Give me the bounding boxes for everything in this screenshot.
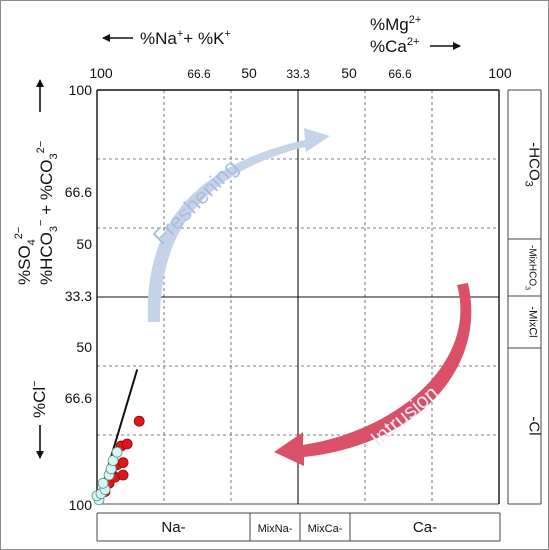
right-zone-label: -Cl (526, 416, 543, 435)
top-tick-labels: 100 66.6 50 33.3 50 66.6 100 (89, 65, 512, 81)
top-tick-label: 50 (241, 65, 257, 81)
red-data-point (117, 469, 129, 481)
top-tick-label: 100 (89, 65, 113, 81)
bottom-zone-label: Ca- (413, 519, 437, 536)
left-axis-label-hco3: %HCO3− + %CO32− (35, 141, 60, 285)
right-zone-label-group: -Cl (526, 416, 543, 435)
left-tick-label: 100 (69, 497, 93, 513)
freshening-label: Freshening (148, 154, 244, 250)
cyan-data-point (97, 477, 109, 489)
axis-frame (96, 89, 500, 505)
left-tick-label: 33.3 (65, 288, 92, 304)
bottom-zone-label: MixCa- (308, 523, 343, 535)
right-zone-label-group: -MixHCO3 (524, 245, 538, 290)
right-zone-panel: -HCO3 -MixHCO3 -MixCl -Cl (507, 89, 543, 505)
top-left-axis-label: %Na++ %K+ (140, 28, 231, 48)
data-points (91, 415, 145, 506)
top-tick-label: 33.3 (286, 67, 310, 81)
top-right-axis-label-mg: %Mg2+ (370, 14, 421, 34)
top-tick-label: 66.6 (388, 67, 412, 81)
top-tick-label: 66.6 (187, 67, 211, 81)
bottom-zone-label: Na- (161, 519, 185, 536)
right-zone-label: -HCO3 (523, 142, 543, 186)
red-data-point (133, 415, 145, 427)
left-tick-label: 100 (69, 82, 93, 98)
left-tick-label: 50 (76, 236, 92, 252)
top-tick-label: 50 (341, 65, 357, 81)
intrusion-arrow (274, 283, 472, 466)
right-zone-label-group: -HCO3 (523, 142, 543, 186)
left-axis-label-cl: %Cl− (29, 380, 49, 418)
left-tick-labels: 100 66.6 50 33.3 50 66.6 100 (65, 82, 92, 513)
intrusion-label: Intrusion (366, 381, 442, 450)
top-tick-label: 100 (488, 65, 512, 81)
red-data-point (121, 438, 133, 450)
cyan-data-point (111, 446, 123, 458)
bottom-zone-label: MixNa- (258, 523, 293, 535)
left-tick-label: 66.6 (65, 184, 92, 200)
freshening-arrow (147, 128, 330, 322)
left-tick-label: 66.6 (65, 390, 92, 406)
left-axis-label-so4: %SO42− (13, 227, 38, 285)
left-tick-label: 50 (76, 339, 92, 355)
right-zone-label: -MixHCO3 (524, 245, 538, 290)
right-zone-label: -MixCl (527, 306, 539, 337)
right-zone-label-group: -MixCl (527, 306, 539, 337)
red-data-point (117, 457, 129, 469)
bottom-zone-panel: Na- MixNa- MixCa- Ca- (96, 512, 501, 542)
top-right-axis-label-ca: %Ca2+ (370, 36, 419, 56)
